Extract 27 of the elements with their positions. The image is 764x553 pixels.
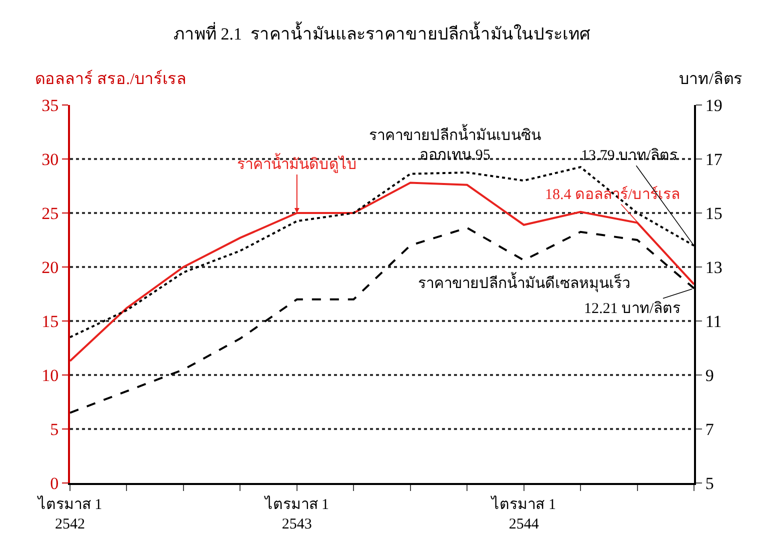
y2-tick-label: 15: [705, 204, 722, 223]
y2-tick-label: 19: [705, 96, 722, 115]
y2-tick-label: 7: [705, 420, 714, 439]
y2-tick-label: 13: [705, 258, 722, 277]
y-tick-label: 25: [42, 204, 59, 223]
x-tick-label: ไตรมาส 1 2544: [490, 495, 556, 532]
y-tick-label: 5: [50, 420, 59, 439]
x-tick-label: ไตรมาส 1 2542: [36, 495, 102, 532]
y-tick-label: 0: [50, 474, 59, 493]
data-label: 13.79 บาท/ลิตร: [581, 147, 678, 164]
y-tick-label: 20: [42, 258, 59, 277]
y-tick-label: 10: [42, 366, 59, 385]
series-label: ราคาขายปลีกน้ำมันดีเซลหมุนเร็ว: [418, 272, 630, 293]
text: ราคาน้ำมันดิบดูไบ: [237, 153, 357, 173]
series-label: ราคาขายปลีกน้ำมันเบนซิน ออกเทน 95: [369, 124, 541, 164]
data-label: 12.21 บาท/ลิตร: [584, 300, 681, 317]
y-tick-label: 30: [42, 150, 59, 169]
x-tick-label: ไตรมาส 1 2543: [264, 495, 330, 532]
y-tick-label: 35: [42, 96, 59, 115]
y2-tick-label: 9: [705, 366, 714, 385]
y-axis-title: ดอลลาร์ สรอ./บาร์เรล: [35, 69, 186, 88]
y-tick-label: 15: [42, 312, 59, 331]
y2-tick-label: 5: [705, 474, 714, 493]
y2-tick-label: 11: [705, 312, 722, 331]
y2-tick-label: 17: [705, 150, 723, 169]
y2-axis-title: บาท/ลิตร: [679, 71, 742, 88]
chart-title: ภาพที่ 2.1 ราคาน้ำมันและราคาขายปลีกน้ำมันในประเทศ: [174, 22, 590, 44]
